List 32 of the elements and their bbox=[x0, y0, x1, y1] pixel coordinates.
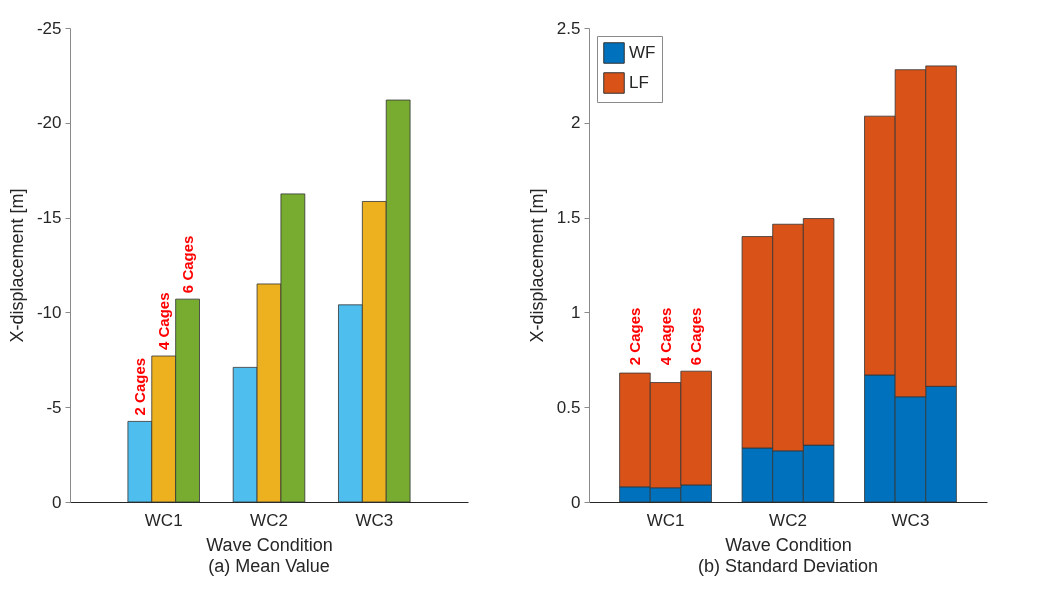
y-tick-label: -20 bbox=[36, 113, 62, 133]
text: (b) Standard Deviation bbox=[697, 556, 879, 576]
annotation: 2 Cages bbox=[625, 307, 643, 366]
legend-label: WF bbox=[629, 43, 656, 62]
x-tick-label: WC1 bbox=[646, 510, 685, 530]
x-tick-label: WC3 bbox=[891, 510, 930, 530]
text: 4 Cages bbox=[154, 292, 172, 351]
y-axis-title: X-displacement [m] bbox=[526, 188, 547, 343]
x-tick-label: WC1 bbox=[144, 510, 183, 530]
y-tick-label: -5 bbox=[46, 397, 62, 417]
y-tick-label: 0.5 bbox=[556, 397, 581, 417]
y-tick-label: 2.5 bbox=[556, 18, 581, 38]
annotation: 6 Cages bbox=[687, 307, 705, 366]
x-axis-title: Wave Condition bbox=[725, 534, 852, 555]
y-tick-label: 0 bbox=[52, 492, 62, 512]
x-tick-label: WC2 bbox=[250, 510, 288, 530]
y-tick-label: 1.5 bbox=[556, 208, 581, 228]
text: 2 Cages bbox=[130, 357, 148, 416]
annotation: 4 Cages bbox=[656, 307, 674, 366]
x-tick-label: WC2 bbox=[769, 510, 807, 530]
y-tick-label: -15 bbox=[36, 208, 62, 228]
y-axis-title: X-displacement [m] bbox=[6, 188, 27, 343]
legend-label: LF bbox=[629, 73, 649, 92]
y-tick-label: -25 bbox=[36, 18, 62, 38]
x-axis-title: Wave Condition bbox=[206, 534, 333, 555]
y-tick-label: 1 bbox=[571, 302, 581, 322]
y-tick-label: 2 bbox=[571, 113, 581, 133]
x-tick-label: WC3 bbox=[355, 510, 394, 530]
text: 6 Cages bbox=[178, 235, 196, 294]
y-tick-label: 0 bbox=[571, 492, 581, 512]
y-tick-label: -10 bbox=[36, 302, 62, 322]
text: (a) Mean Value bbox=[208, 556, 330, 576]
